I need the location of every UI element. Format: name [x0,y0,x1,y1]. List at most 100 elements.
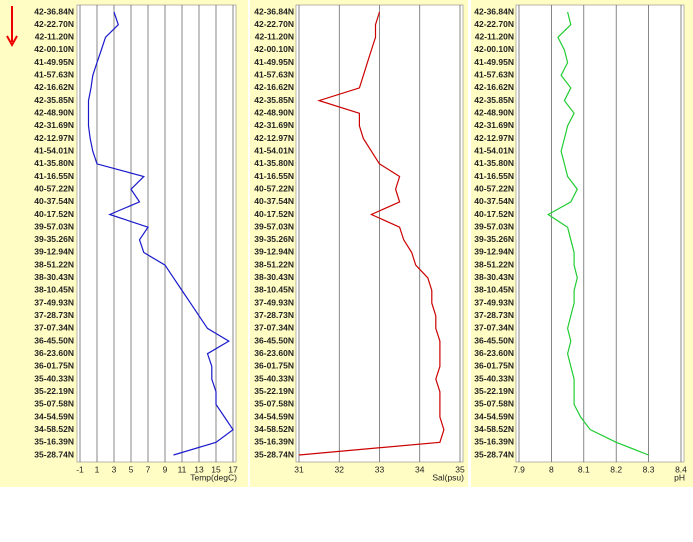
y-tick-label: 41-54.01N [254,145,294,155]
y-tick-label: 38-30.43N [474,272,514,282]
y-tick-label: 36-45.50N [254,335,294,345]
y-tick-label: 41-54.01N [34,145,74,155]
y-tick-label: 35-16.39N [254,437,294,447]
x-axis-label: Sal(psu) [432,472,464,482]
y-tick-label: 36-01.75N [474,361,514,371]
plot-area [515,4,685,463]
y-tick-label: 40-57.22N [474,183,514,193]
y-tick-label: 36-23.60N [34,348,74,358]
y-tick-label: 41-49.95N [254,57,294,67]
y-tick-label: 36-45.50N [474,335,514,345]
y-tick-label: 42-36.84N [254,6,294,16]
y-tick-label: 42-12.97N [34,133,74,143]
y-tick-label: 35-28.74N [474,449,514,459]
y-tick-label: 39-12.94N [254,247,294,257]
y-tick-label: 40-37.54N [254,196,294,206]
y-tick-label: 35-07.58N [34,399,74,409]
y-tick-label: 34-58.52N [34,424,74,434]
y-tick-label: 35-22.19N [254,386,294,396]
x-axis-label: pH [674,472,685,482]
y-tick-label: 35-07.58N [254,399,294,409]
y-tick-label: 35-16.39N [34,437,74,447]
y-tick-label: 42-31.69N [34,120,74,130]
y-tick-label: 38-30.43N [254,272,294,282]
y-tick-label: 39-57.03N [254,221,294,231]
y-tick-label: 36-23.60N [474,348,514,358]
y-tick-label: 37-49.93N [34,297,74,307]
y-tick-label: 42-22.70N [474,19,514,29]
y-tick-label: 42-00.10N [474,44,514,54]
y-tick-label: 40-37.54N [34,196,74,206]
y-tick-label: 34-58.52N [254,424,294,434]
y-tick-label: 41-16.55N [254,171,294,181]
x-tick-label: 17 [228,464,238,474]
y-tick-label: 35-28.74N [34,449,74,459]
y-tick-label: 42-12.97N [474,133,514,143]
y-tick-label: 41-54.01N [474,145,514,155]
x-tick-label: 7.9 [513,464,525,474]
x-tick-label: 7 [146,464,151,474]
y-tick-label: 42-22.70N [254,19,294,29]
y-tick-label: 37-49.93N [254,297,294,307]
y-tick-label: 42-31.69N [474,120,514,130]
y-tick-label: 37-28.73N [34,310,74,320]
y-tick-label: 39-35.26N [34,234,74,244]
x-tick-label: 32 [335,464,345,474]
x-tick-label: 9 [163,464,168,474]
plot-area [76,4,237,463]
y-tick-label: 36-45.50N [34,335,74,345]
y-tick-label: 34-58.52N [474,424,514,434]
y-tick-label: 39-12.94N [474,247,514,257]
y-tick-label: 35-40.33N [254,373,294,383]
y-tick-label: 37-07.34N [474,323,514,333]
x-tick-label: 1 [95,464,100,474]
y-tick-label: 41-16.55N [474,171,514,181]
y-tick-label: 39-12.94N [34,247,74,257]
y-tick-label: 40-17.52N [254,209,294,219]
y-tick-label: 42-22.70N [34,19,74,29]
y-tick-label: 38-30.43N [34,272,74,282]
y-tick-label: 42-35.85N [474,95,514,105]
y-tick-label: 41-35.80N [34,158,74,168]
y-tick-label: 36-01.75N [34,361,74,371]
y-tick-label: 42-31.69N [254,120,294,130]
y-tick-label: 41-35.80N [254,158,294,168]
data-line [298,11,445,456]
x-tick-label: 11 [178,464,187,474]
x-tick-label: 8 [549,464,554,474]
y-tick-label: 42-11.20N [475,32,514,42]
y-tick-label: 35-16.39N [474,437,514,447]
y-tick-label: 35-22.19N [474,386,514,396]
y-tick-label: 42-16.62N [254,82,294,92]
x-tick-label: 34 [415,464,425,474]
y-tick-label: 40-17.52N [34,209,74,219]
x-tick-label: 8.1 [578,464,590,474]
data-line [547,11,649,456]
y-tick-label: 39-57.03N [34,221,74,231]
x-tick-label: 8.4 [675,464,687,474]
data-line [87,11,234,456]
x-tick-label: -1 [76,464,84,474]
y-tick-label: 37-07.34N [34,323,74,333]
y-tick-label: 38-51.22N [254,259,294,269]
y-tick-label: 39-57.03N [474,221,514,231]
y-tick-label: 42-48.90N [254,108,294,118]
y-tick-label: 34-54.59N [34,411,74,421]
y-tick-label: 41-35.80N [474,158,514,168]
y-tick-label: 38-51.22N [34,259,74,269]
y-tick-label: 42-16.62N [34,82,74,92]
y-tick-label: 41-57.63N [474,70,514,80]
y-tick-label: 36-23.60N [254,348,294,358]
y-tick-label: 42-00.10N [34,44,74,54]
y-tick-label: 42-35.85N [34,95,74,105]
y-tick-label: 34-54.59N [254,411,294,421]
y-tick-label: 35-07.58N [474,399,514,409]
y-tick-label: 41-49.95N [34,57,74,67]
y-tick-label: 34-54.59N [474,411,514,421]
y-tick-label: 37-07.34N [254,323,294,333]
y-tick-label: 39-35.26N [254,234,294,244]
x-axis-label: Temp(degC) [190,472,237,482]
arrow [6,6,18,48]
x-tick-label: 13 [194,464,204,474]
y-tick-label: 42-36.84N [474,6,514,16]
